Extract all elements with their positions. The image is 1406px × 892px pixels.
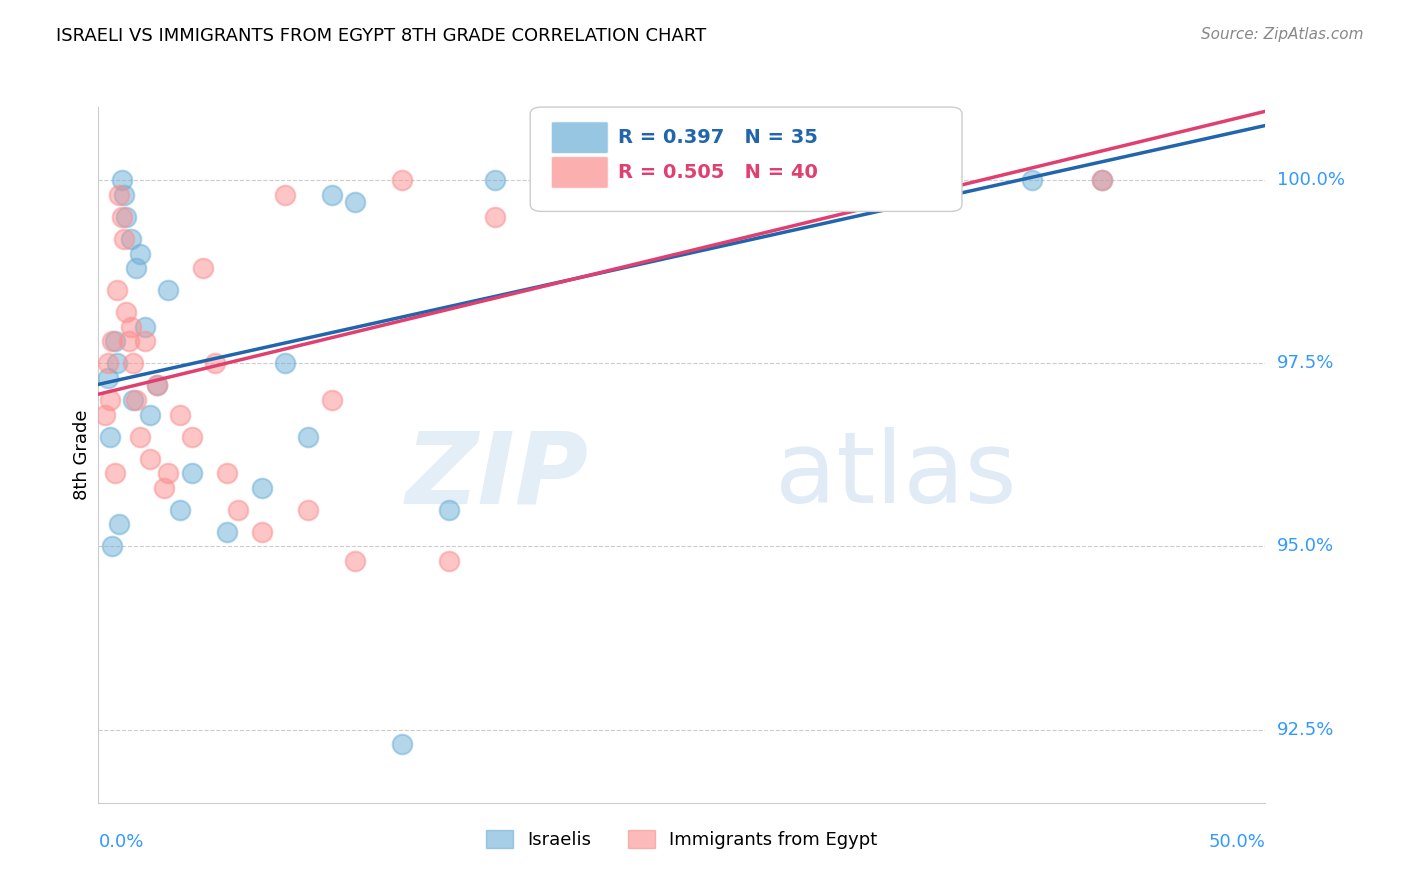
Point [122, 392, 145, 407]
Point [125, 392, 148, 407]
Point [101, 334, 124, 349]
Point [578, 173, 600, 187]
Point [215, 524, 238, 539]
Point [741, 173, 763, 187]
Point [120, 232, 142, 246]
Point [297, 429, 319, 443]
Point [204, 356, 226, 370]
Point [152, 481, 174, 495]
Point [180, 467, 202, 481]
FancyBboxPatch shape [551, 156, 609, 188]
Point [118, 334, 141, 349]
Point [169, 503, 191, 517]
Point [111, 210, 134, 224]
Point [437, 554, 460, 568]
Text: Source: ZipAtlas.com: Source: ZipAtlas.com [1201, 27, 1364, 42]
Y-axis label: 8th Grade: 8th Grade [73, 409, 91, 500]
Point [554, 173, 576, 187]
Point [1091, 173, 1114, 187]
Point [134, 319, 156, 334]
Point [391, 737, 413, 751]
Point [101, 540, 124, 554]
Point [97, 356, 120, 370]
Point [169, 408, 191, 422]
Point [344, 195, 367, 210]
Text: 97.5%: 97.5% [1277, 354, 1334, 372]
Point [112, 232, 135, 246]
Point [139, 408, 162, 422]
FancyBboxPatch shape [530, 107, 962, 211]
Point [437, 503, 460, 517]
Point [250, 481, 273, 495]
Point [904, 173, 927, 187]
Point [125, 261, 148, 276]
Point [228, 503, 250, 517]
Point [129, 246, 152, 260]
Text: atlas: atlas [775, 427, 1017, 524]
Point [157, 283, 180, 297]
Point [250, 524, 273, 539]
Text: ZIP: ZIP [405, 427, 589, 524]
Text: 0.0%: 0.0% [98, 833, 143, 851]
Point [321, 188, 343, 202]
Point [484, 210, 506, 224]
Point [484, 173, 506, 187]
Text: 95.0%: 95.0% [1277, 538, 1334, 556]
Point [600, 173, 623, 187]
Point [105, 283, 128, 297]
Point [600, 173, 623, 187]
Point [108, 188, 131, 202]
Text: 100.0%: 100.0% [1277, 171, 1344, 189]
Point [139, 451, 162, 466]
Point [129, 429, 152, 443]
Text: 92.5%: 92.5% [1277, 721, 1334, 739]
Point [671, 173, 693, 187]
FancyBboxPatch shape [551, 121, 609, 153]
Point [1021, 173, 1043, 187]
Point [108, 517, 131, 532]
Point [98, 429, 121, 443]
Point [391, 173, 413, 187]
Point [321, 392, 343, 407]
Point [104, 467, 127, 481]
Point [120, 319, 142, 334]
Point [180, 429, 202, 443]
Text: ISRAELI VS IMMIGRANTS FROM EGYPT 8TH GRADE CORRELATION CHART: ISRAELI VS IMMIGRANTS FROM EGYPT 8TH GRA… [56, 27, 706, 45]
Point [122, 356, 145, 370]
Point [146, 378, 169, 392]
Point [274, 188, 297, 202]
Point [115, 210, 138, 224]
Point [94, 408, 117, 422]
Point [112, 188, 135, 202]
Point [157, 467, 180, 481]
Point [134, 334, 156, 349]
Text: R = 0.397   N = 35: R = 0.397 N = 35 [617, 128, 818, 147]
Point [105, 356, 128, 370]
Point [104, 334, 127, 349]
Point [111, 173, 134, 187]
Point [274, 356, 297, 370]
Point [1091, 173, 1114, 187]
Point [115, 305, 138, 319]
Point [98, 392, 121, 407]
Point [146, 378, 169, 392]
Point [741, 188, 763, 202]
Point [97, 371, 120, 385]
Point [763, 173, 786, 187]
Point [344, 554, 367, 568]
Point [215, 467, 238, 481]
Point [193, 261, 215, 276]
Point [904, 173, 927, 187]
Text: 50.0%: 50.0% [1209, 833, 1265, 851]
Point [297, 503, 319, 517]
Legend: Israelis, Immigrants from Egypt: Israelis, Immigrants from Egypt [479, 822, 884, 856]
Text: R = 0.505   N = 40: R = 0.505 N = 40 [617, 163, 818, 182]
